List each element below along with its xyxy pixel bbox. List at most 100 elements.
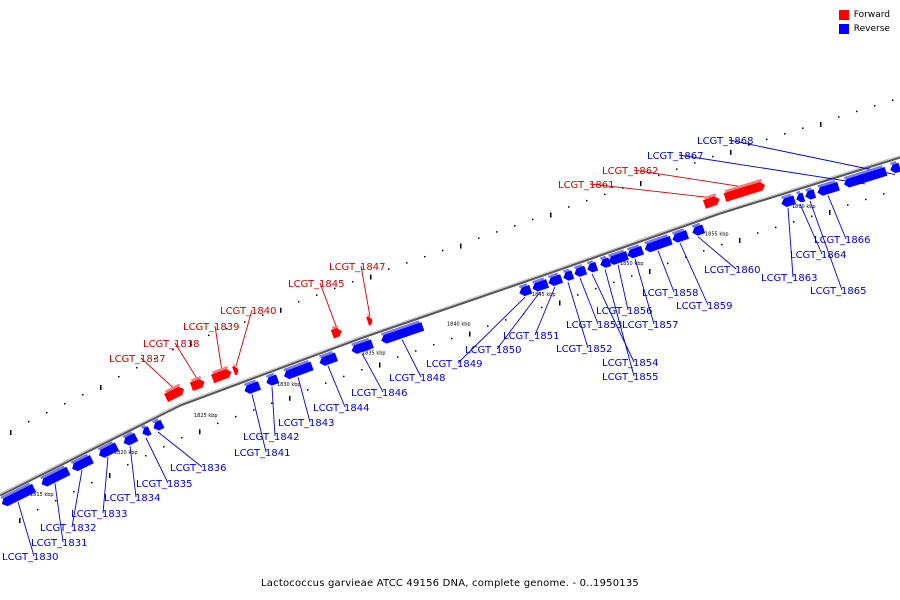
gene-lcgt-1835 [141,424,152,437]
gene-label: LCGT_1860 [704,265,761,276]
leader-line [634,258,655,325]
scale-dot [802,127,804,129]
gene-body [330,327,342,339]
gene-body [232,365,239,376]
leader-line [697,236,737,270]
gene-lcgt-1834 [122,431,139,446]
gene-label: LCGT_1858 [642,288,699,299]
gene-bevel [122,431,133,439]
gene-body [142,426,152,437]
scale-dot [640,181,642,186]
gene-label: LCGT_1863 [761,273,818,284]
scale-dot [181,437,183,439]
gene-label: LCGT_1865 [810,286,867,297]
scale-dot [361,368,363,371]
gene-label: LCGT_1862 [602,166,659,177]
genome-caption: Lactococcus garvieae ATCC 49156 DNA, com… [261,578,639,589]
gene-bevel [243,379,257,387]
scale-dot [406,262,408,264]
gene-bevel [672,228,685,235]
leader-line [617,264,629,311]
gene-lcgt-1831 [40,465,71,487]
scale-dot [811,215,813,217]
gene-lcgt-1868 [890,160,900,174]
gene-body [351,339,374,354]
gene-label: LCGT_1845 [288,279,345,290]
scale-dot [712,155,714,158]
scale-dot [460,243,462,249]
scale-dot [226,327,228,330]
scale-dot [892,99,894,101]
kbp-label: 1830 kbp [277,382,301,388]
leader-line [157,431,203,468]
scale-dot [847,204,849,206]
scale-dot [280,307,282,313]
scale-dot [604,193,606,196]
leader-line [297,376,311,423]
gene-lcgt-1855 [599,255,612,268]
scale-dot [820,121,822,127]
leader-line [728,139,896,175]
scale-dot [730,149,732,155]
scale-dot [829,209,831,215]
scale-dot [766,138,768,141]
scale-dot [865,198,867,201]
kbp-label: 1840 kbp [447,321,471,327]
scale-dot [874,105,876,107]
scale-dot [496,231,498,233]
kbp-label: 1820 kbp [114,450,138,456]
gene-label: LCGT_1850 [465,345,522,356]
gene-body [381,322,425,344]
scale-dot [676,168,678,170]
scale-dot [748,144,750,146]
gene-label: LCGT_1848 [389,373,446,384]
scale-dot [163,446,165,448]
legend-forward: Forward [838,8,890,22]
gene-lcgt-1840 [232,363,239,376]
scale-dot [469,331,471,337]
legend-forward-label: Forward [853,10,890,20]
scale-dot [856,110,858,113]
gene-body [702,196,720,209]
scale-dot [721,243,723,246]
scale-dot [388,268,390,270]
scale-dot [883,193,885,195]
gene-arrows [0,160,900,507]
scale-dot [514,224,516,227]
scale-dot [289,395,291,401]
gene-body [41,466,71,487]
leader-line [54,483,64,543]
leader-line [827,195,847,240]
gene-body [574,265,588,277]
leader-line [567,282,589,349]
scale-dot [703,250,705,252]
gene-lcgt-1862 [723,178,766,202]
leader-line [140,357,176,390]
scale-dot [757,232,759,234]
legend-reverse: Reverse [838,22,890,36]
gene-body [1,483,37,507]
leader-line [657,250,675,293]
gene-label: LCGT_1831 [31,538,88,549]
gene-body [644,235,673,253]
gene-lcgt-1863 [781,193,797,208]
gene-lcgt-1846 [351,337,374,354]
scale-dot [370,274,372,280]
kbp-label: 1850 kbp [620,261,644,267]
gene-lcgt-1857 [627,244,645,259]
gene-bevel [547,272,559,279]
scale-dot [478,237,480,239]
forward-swatch [838,10,849,20]
gene-lcgt-1830 [0,482,37,507]
gene-bevel [518,283,528,289]
gene-lcgt-1852 [562,268,575,281]
gene-label: LCGT_1868 [697,136,754,147]
gene-body [548,274,564,286]
scale-dot [136,367,138,369]
gene-label: LCGT_1837 [109,354,166,365]
scale-dot [397,356,399,358]
gene-bevel [318,350,333,359]
gene-bevel [532,277,545,284]
gene-lcgt-1854 [586,260,599,273]
gene-bevel [97,441,114,451]
